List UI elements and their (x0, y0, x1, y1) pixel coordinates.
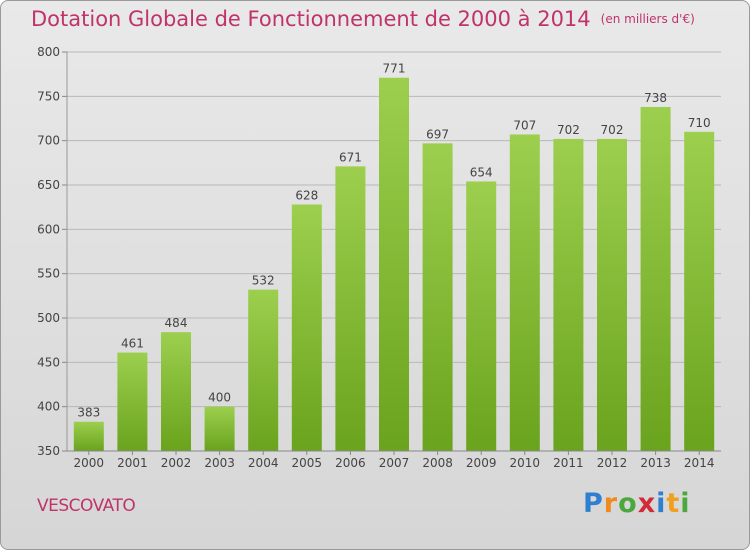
x-tick-label-2000: 2000 (74, 456, 105, 470)
bar-2007 (379, 77, 409, 452)
logo-letter: x (637, 488, 657, 519)
data-label-2001: 461 (121, 337, 144, 351)
y-tick-label: 650 (37, 178, 60, 192)
data-label-2012: 702 (601, 123, 624, 137)
y-tick-label: 800 (37, 45, 60, 59)
chart-title: Dotation Globale de Fonctionnement de 20… (31, 7, 695, 31)
data-label-2013: 738 (644, 91, 667, 105)
bar-2013 (640, 106, 671, 452)
x-tick-label-2003: 2003 (204, 456, 235, 470)
y-tick-label: 450 (37, 355, 60, 369)
logo-letter: r (603, 488, 619, 519)
data-label-2007: 771 (383, 62, 406, 76)
y-tick-label: 350 (37, 444, 60, 458)
y-axis-tick-labels: 350 400 450 500 550 600 650 700 750 800 (37, 45, 60, 458)
data-label-2002: 484 (165, 316, 188, 330)
bar-2005 (291, 204, 322, 451)
x-tick-label-2014: 2014 (684, 456, 715, 470)
x-tick-label-2006: 2006 (335, 456, 366, 470)
x-tick-label-2008: 2008 (422, 456, 453, 470)
x-tick-label-2001: 2001 (117, 456, 148, 470)
chart-unit: (en milliers d'€) (600, 12, 695, 26)
bar-2001 (117, 352, 148, 451)
x-tick-label-2002: 2002 (161, 456, 192, 470)
x-tick-label-2005: 2005 (292, 456, 323, 470)
y-tick-label: 700 (37, 134, 60, 148)
logo-letter: o (618, 488, 638, 519)
x-axis-tick-labels: 2000 2001 2002 2003 2004 2005 2006 2007 2008 2009… (74, 451, 715, 470)
x-tick-label-2007: 2007 (379, 456, 410, 470)
data-label-2014: 710 (688, 116, 711, 130)
bar-2012 (597, 138, 627, 452)
y-tick-label: 550 (37, 267, 60, 281)
x-tick-label-2013: 2013 (640, 456, 671, 470)
data-label-2000: 383 (77, 406, 100, 420)
logo-letter: i (656, 488, 667, 519)
x-tick-label-2009: 2009 (466, 456, 497, 470)
data-label-2004: 532 (252, 274, 275, 288)
chart-title-text: Dotation Globale de Fonctionnement de 20… (31, 7, 591, 31)
x-tick-label-2010: 2010 (510, 456, 541, 470)
logo-letter: t (666, 488, 681, 519)
logo-letter: P (583, 488, 604, 519)
bar-2006 (335, 166, 366, 451)
y-tick-label: 400 (37, 400, 60, 414)
bars (73, 77, 715, 452)
bar-2003 (204, 406, 235, 451)
bar-2002 (161, 332, 191, 451)
bar-2004 (248, 289, 279, 451)
commune-name: VESCOVATO (37, 496, 136, 516)
data-label-2006: 671 (339, 150, 362, 164)
y-tick-label: 750 (37, 89, 60, 103)
bar-2009 (466, 181, 497, 451)
x-tick-label-2012: 2012 (597, 456, 628, 470)
data-label-2003: 400 (208, 391, 231, 405)
bar-2010 (509, 134, 540, 451)
data-label-2011: 702 (557, 123, 580, 137)
bar-2011 (553, 138, 584, 452)
bar-2008 (422, 143, 453, 451)
y-tick-label: 500 (37, 311, 60, 325)
data-labels: 383 461 484 400 532 628 671 771 697 654 707 702 702 7… (77, 62, 710, 420)
y-tick-label: 600 (37, 222, 60, 236)
x-tick-label-2004: 2004 (248, 456, 279, 470)
data-label-2010: 707 (513, 118, 536, 132)
x-tick-label-2011: 2011 (553, 456, 584, 470)
data-label-2009: 654 (470, 165, 493, 179)
data-label-2008: 697 (426, 127, 449, 141)
bar-2014 (684, 131, 715, 452)
proxiti-logo: Proxiti (583, 488, 691, 519)
data-label-2005: 628 (295, 189, 318, 203)
bar-2000 (73, 421, 104, 451)
logo-letter: i (680, 488, 691, 519)
